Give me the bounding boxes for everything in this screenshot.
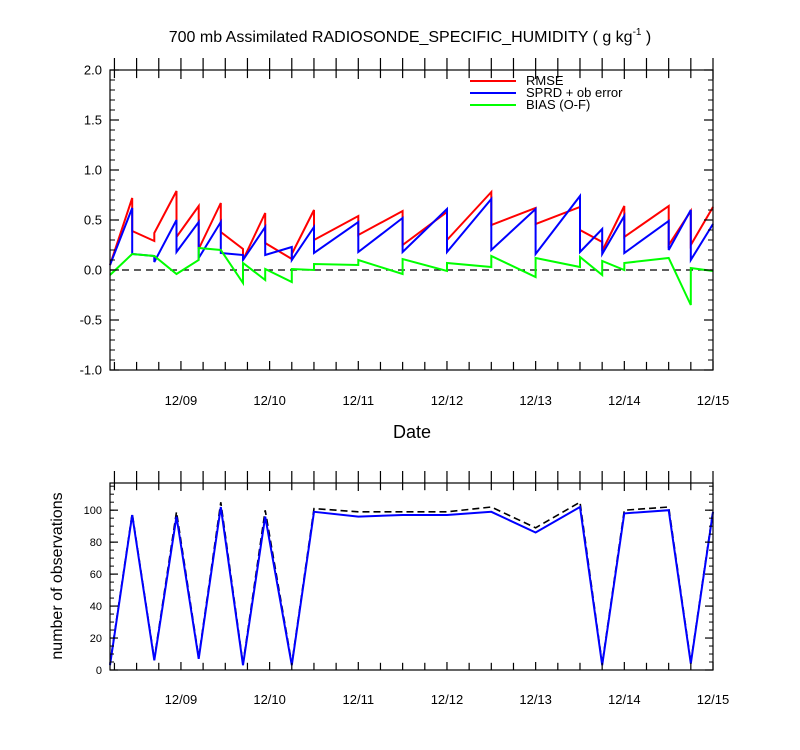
y-tick-label: -1.0 [80, 363, 102, 378]
x-tick-label: 12/13 [519, 692, 552, 707]
x-tick-label: 12/10 [253, 692, 286, 707]
y-tick-label: 0.0 [84, 263, 102, 278]
x-tick-label: 12/14 [608, 393, 641, 408]
y-tick-label: 100 [84, 505, 102, 517]
y-tick-label: 2.0 [84, 63, 102, 78]
x-tick-label: 12/11 [343, 692, 375, 707]
legend-label: RMSE [526, 73, 564, 88]
bottom-chart: 100 80 60 40 20 0 12/09 12/10 12/11 12/12 12/13 12/… [49, 471, 729, 707]
chart-title: 700 mb Assimilated RADIOSONDE_SPECIFIC_H… [169, 27, 652, 46]
y-tick-label: 40 [90, 601, 102, 613]
x-tick-label: 12/12 [431, 692, 464, 707]
x-tick-label: 12/10 [253, 393, 286, 408]
legend-label: BIAS (O-F) [526, 97, 590, 112]
y-tick-label: 0.5 [84, 213, 102, 228]
series-line-observations-assimilated [109, 505, 714, 666]
plot-frame [109, 482, 714, 671]
series-line-bias-o-f [109, 246, 714, 306]
y-tick-label: 60 [90, 569, 102, 581]
y-tick-label: 20 [90, 633, 102, 645]
y-tick-label: -0.5 [80, 313, 102, 328]
x-tick-label: 12/09 [165, 393, 198, 408]
series-line-sprd-ob-error [109, 193, 714, 266]
y-tick-label: 80 [90, 537, 102, 549]
x-tick-label: 12/11 [343, 393, 375, 408]
top-chart: 700 mb Assimilated RADIOSONDE_SPECIFIC_H… [80, 27, 730, 442]
y-tick-label: 1.5 [84, 113, 102, 128]
x-axis-label: Date [393, 422, 431, 442]
y-axis-label: number of observations [49, 492, 66, 659]
y-tick-label: 1.0 [84, 163, 102, 178]
x-tick-label: 12/15 [697, 692, 730, 707]
x-tick-label: 12/15 [697, 393, 730, 408]
x-tick-label: 12/09 [165, 692, 198, 707]
x-tick-label: 12/14 [608, 692, 641, 707]
x-tick-label: 12/13 [519, 393, 552, 408]
legend-label: SPRD + ob error [526, 85, 623, 100]
y-tick-label: 0 [96, 665, 102, 677]
x-tick-label: 12/12 [431, 393, 464, 408]
